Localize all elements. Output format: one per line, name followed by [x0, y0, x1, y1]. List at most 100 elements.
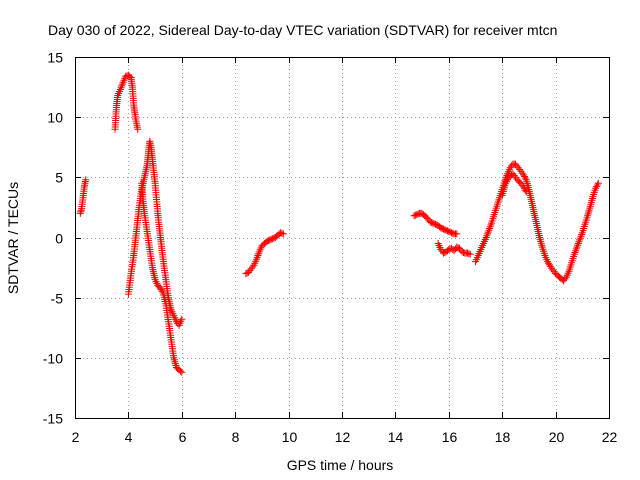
data-point: [509, 170, 517, 178]
data-point: [504, 176, 511, 184]
data-point: [520, 183, 528, 191]
data-point: [521, 174, 529, 182]
x-tick-label: 2: [72, 429, 80, 445]
data-point: [506, 164, 514, 172]
data-point: [594, 179, 602, 187]
x-tick-label: 10: [282, 429, 298, 445]
x-tick-label: 12: [335, 429, 351, 445]
y-tick-label: 5: [55, 170, 63, 186]
data-point: [577, 232, 585, 240]
data-point: [255, 250, 263, 258]
data-point: [117, 84, 125, 92]
y-tick-label: 0: [55, 231, 63, 247]
data-point: [157, 286, 165, 294]
data-point: [246, 267, 254, 275]
data-point: [178, 368, 186, 376]
data-point: [456, 244, 463, 252]
data-point: [570, 250, 578, 258]
data-point: [514, 164, 522, 172]
data-series: [76, 71, 602, 376]
data-point: [575, 238, 583, 246]
data-point: [82, 176, 90, 184]
data-point: [521, 185, 528, 193]
data-point: [485, 226, 493, 234]
data-point: [118, 80, 126, 88]
data-point: [453, 230, 461, 238]
data-point: [249, 263, 257, 271]
x-tick-label: 6: [179, 429, 187, 445]
data-point: [245, 268, 253, 276]
data-point: [484, 230, 491, 238]
data-point: [578, 231, 586, 238]
data-point: [548, 264, 556, 272]
data-point: [513, 162, 521, 170]
data-point: [465, 250, 473, 258]
data-point: [134, 125, 142, 133]
y-tick-label: -15: [43, 411, 63, 427]
data-point: [466, 250, 474, 258]
y-tick-label: 10: [47, 110, 63, 126]
data-point: [571, 249, 579, 256]
data-point: [482, 234, 490, 241]
data-point: [521, 173, 528, 180]
y-axis-label: SDTVAR / TECUs: [5, 182, 21, 294]
data-point: [512, 160, 519, 168]
data-point: [574, 240, 582, 247]
data-point: [520, 171, 528, 179]
data-point: [278, 229, 286, 237]
data-point: [158, 287, 166, 295]
data-point: [561, 275, 569, 283]
data-point: [450, 247, 458, 255]
data-point: [576, 236, 584, 244]
data-point: [486, 223, 494, 231]
data-point: [484, 228, 492, 236]
x-tick-label: 20: [549, 429, 565, 445]
data-point: [573, 243, 581, 251]
data-point: [516, 166, 524, 173]
data-point: [593, 181, 601, 189]
data-point: [118, 82, 126, 90]
data-point: [572, 247, 580, 255]
data-point: [512, 173, 519, 181]
x-tick-label: 22: [602, 429, 618, 445]
chart-title: Day 030 of 2022, Sidereal Day-to-day VTE…: [48, 22, 557, 38]
y-tick-label: -10: [43, 351, 63, 367]
x-tick-label: 18: [495, 429, 511, 445]
x-tick-label: 8: [232, 429, 240, 445]
data-point: [546, 262, 554, 270]
data-point: [521, 186, 529, 194]
data-point: [177, 367, 184, 375]
x-axis-label: GPS time / hours: [287, 457, 394, 473]
y-tick-label: -5: [51, 291, 64, 307]
data-point: [522, 188, 530, 196]
data-point: [560, 277, 568, 285]
x-tick-label: 16: [442, 429, 458, 445]
data-point: [437, 246, 445, 253]
data-point: [487, 221, 495, 229]
data-point: [593, 183, 600, 191]
data-point: [253, 255, 261, 263]
data-point: [116, 86, 124, 93]
data-point: [544, 258, 552, 266]
data-point: [576, 234, 584, 242]
data-point: [279, 230, 287, 238]
data-point: [254, 252, 262, 259]
data-point: [574, 241, 582, 249]
data-point: [247, 265, 255, 273]
y-tick-label: 15: [47, 50, 63, 66]
data-point: [178, 315, 186, 323]
data-point: [156, 284, 164, 292]
data-point: [126, 72, 134, 80]
data-point: [517, 167, 525, 175]
axis-ticks: 2 4 6 8 10 12 14 16 18 20 22 -15 -10 -5 0 5 10 15: [43, 50, 618, 446]
data-point: [545, 259, 552, 267]
data-point: [572, 245, 580, 253]
data-point: [592, 184, 600, 192]
data-point: [510, 172, 518, 179]
data-point: [486, 225, 493, 232]
data-point: [483, 232, 491, 240]
data-point: [549, 266, 557, 274]
x-tick-label: 14: [388, 429, 404, 445]
